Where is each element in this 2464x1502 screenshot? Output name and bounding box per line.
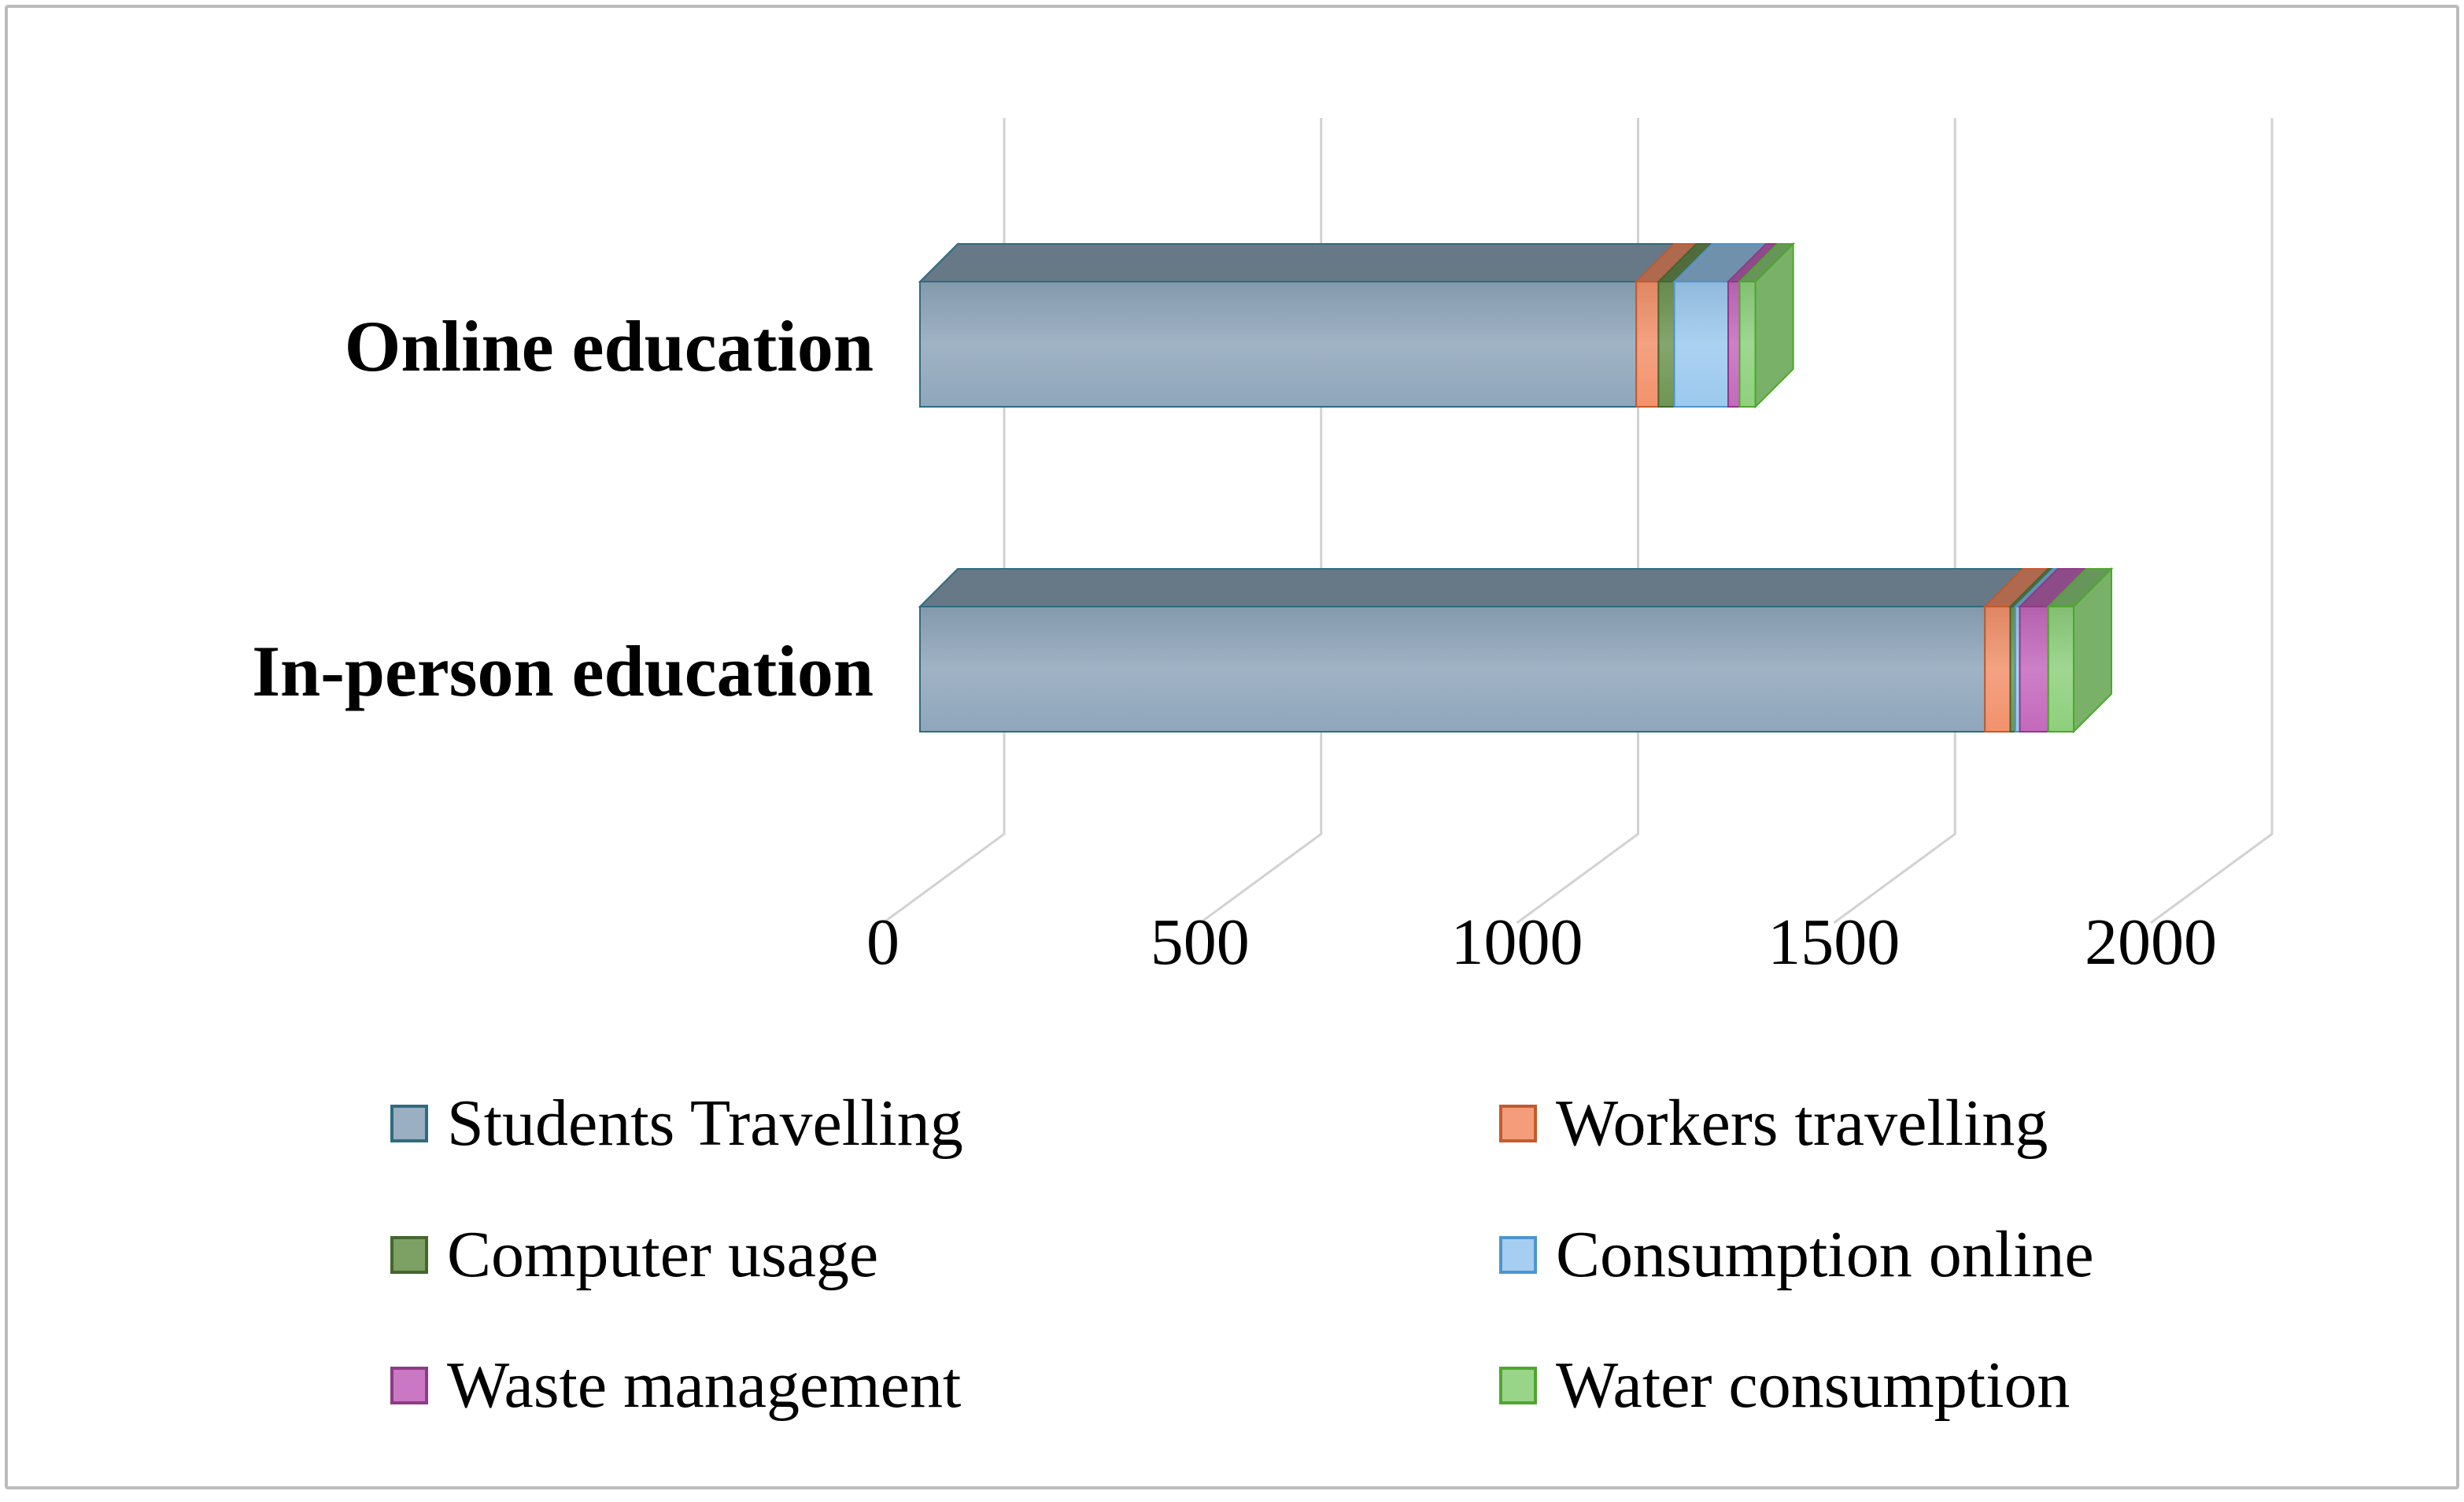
x-tick-label: 1500	[1768, 906, 1900, 979]
gridline	[2151, 118, 2272, 923]
x-tick-label: 1000	[1451, 906, 1583, 979]
legend-label-workers-travelling: Workers travelling	[1556, 1091, 2048, 1157]
gridline	[1834, 118, 1955, 923]
bar-segment-workers-travelling	[1985, 607, 2010, 732]
legend-item-students-travelling: Students Travelling	[390, 1091, 963, 1157]
legend-item-waste-management: Waste management	[390, 1353, 961, 1419]
bar-segment-waste-management	[2020, 607, 2048, 732]
bar-segment-students-travelling	[920, 282, 1636, 407]
legend-item-water-consumption: Water consumption	[1499, 1353, 2070, 1419]
chart-figure: 0 500 1000 1500 2000 Online education In-per…	[5, 5, 2459, 1489]
bar-segment-students-travelling-top	[920, 244, 1674, 282]
bar-segment-workers-travelling	[1636, 282, 1658, 407]
legend-key-water-consumption	[1499, 1367, 1537, 1404]
bar-segment-students-travelling	[920, 607, 1985, 732]
legend-key-waste-management	[390, 1367, 428, 1404]
bar-in-person-education	[920, 569, 2111, 732]
bar-segment-water-consumption	[1740, 282, 1756, 407]
gridline	[1517, 118, 1638, 923]
legend-label-students-travelling: Students Travelling	[447, 1091, 963, 1157]
bar-segment-water-consumption	[2048, 607, 2074, 732]
legend-item-computer-usage: Computer usage	[390, 1222, 878, 1288]
x-tick-label: 0	[866, 906, 900, 979]
bar-segment-consumption-online	[1675, 282, 1728, 407]
bar-segment-waste-management	[1728, 282, 1739, 407]
gridline	[1200, 118, 1321, 923]
legend-key-consumption-online	[1499, 1236, 1537, 1274]
legend-label-computer-usage: Computer usage	[447, 1222, 878, 1288]
legend-key-students-travelling	[390, 1105, 428, 1142]
bar-segment-computer-usage	[1658, 282, 1674, 407]
chart-plot-area: 0 500 1000 1500 2000	[8, 8, 2464, 1502]
bar-online-education	[920, 244, 1794, 407]
x-tick-label: 500	[1151, 906, 1250, 979]
legend-key-computer-usage	[390, 1236, 428, 1274]
legend-label-consumption-online: Consumption online	[1556, 1222, 2094, 1288]
gridline	[883, 118, 1004, 923]
legend-key-workers-travelling	[1499, 1105, 1537, 1142]
legend-label-waste-management: Waste management	[447, 1353, 961, 1419]
x-tick-label: 2000	[2085, 906, 2217, 979]
legend-item-workers-travelling: Workers travelling	[1499, 1091, 2048, 1157]
category-label-online-education: Online education	[39, 310, 874, 382]
category-label-in-person-education: In-person education	[39, 635, 874, 707]
legend-item-consumption-online: Consumption online	[1499, 1222, 2094, 1288]
legend-label-water-consumption: Water consumption	[1556, 1353, 2070, 1419]
bar-segment-students-travelling-top	[920, 569, 2023, 607]
